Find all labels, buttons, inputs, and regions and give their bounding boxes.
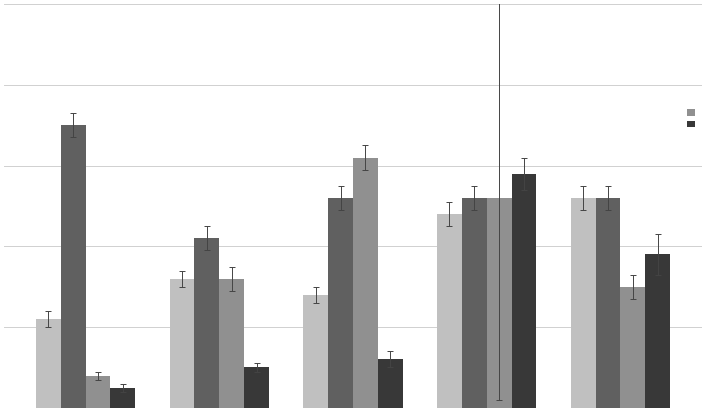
- Bar: [621, 287, 645, 408]
- Bar: [169, 279, 194, 408]
- Bar: [244, 368, 269, 408]
- Bar: [486, 198, 512, 408]
- Bar: [462, 198, 486, 408]
- Bar: [220, 279, 244, 408]
- Bar: [645, 255, 670, 408]
- Bar: [194, 238, 220, 408]
- Bar: [36, 319, 61, 408]
- Bar: [378, 359, 402, 408]
- Bar: [61, 125, 85, 408]
- Bar: [512, 174, 537, 408]
- Legend: , : ,: [683, 106, 701, 132]
- Bar: [304, 295, 328, 408]
- Bar: [110, 388, 136, 408]
- Bar: [85, 376, 110, 408]
- Bar: [437, 214, 462, 408]
- Bar: [328, 198, 353, 408]
- Bar: [353, 157, 378, 408]
- Bar: [570, 198, 596, 408]
- Bar: [596, 198, 621, 408]
